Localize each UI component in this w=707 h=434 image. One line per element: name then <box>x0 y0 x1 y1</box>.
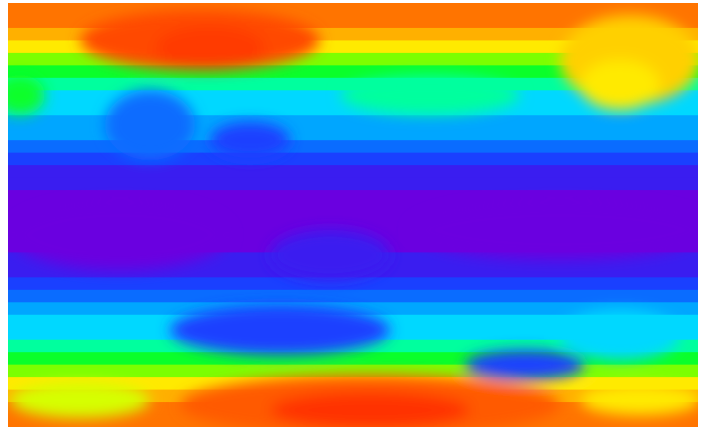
south-blue-trough <box>170 305 390 355</box>
tropical-blue-patch <box>270 230 390 280</box>
latitude-band <box>8 3 698 17</box>
latitude-band <box>8 277 698 291</box>
north-blue-patch <box>210 122 290 158</box>
latitude-band <box>8 302 698 316</box>
north-cyan-trough <box>105 90 195 160</box>
latitude-band <box>8 190 698 204</box>
north-warm-lobe-west-core <box>155 26 265 70</box>
north-green-patch-west <box>8 75 45 115</box>
latitude-band <box>8 177 698 191</box>
south-warm-lobe-core <box>270 392 470 427</box>
south-deep-blue-eddy <box>465 350 585 380</box>
map-plot-area <box>8 3 698 427</box>
south-cyan-patch <box>560 310 680 360</box>
latitude-band <box>8 152 698 166</box>
tropical-core-west <box>10 200 230 270</box>
south-yellow-west <box>10 382 150 418</box>
latitude-band <box>8 165 698 179</box>
tropical-core-east <box>410 200 698 260</box>
north-cyan-tongue <box>340 75 520 115</box>
latitude-band <box>8 289 698 303</box>
latitude-band <box>8 77 698 91</box>
north-warm-lobe-east-core <box>580 60 660 110</box>
south-yellow-east <box>580 385 698 415</box>
field-features <box>8 10 698 427</box>
